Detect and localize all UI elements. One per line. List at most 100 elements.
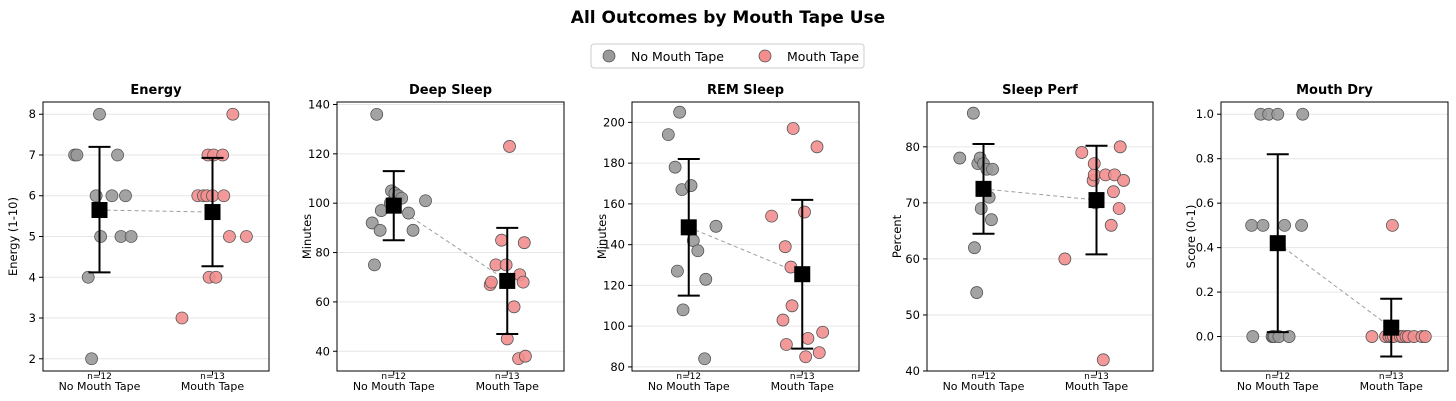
- subplot-title: REM Sleep: [707, 83, 784, 98]
- figure-title: All Outcomes by Mouth Tape Use: [571, 8, 885, 28]
- data-point: [812, 346, 826, 360]
- y-tick-label: 50: [905, 308, 920, 322]
- data-point: [517, 236, 531, 250]
- data-point: [209, 270, 223, 284]
- data-point: [373, 223, 387, 237]
- y-tick-label: 2: [29, 352, 36, 366]
- y-tick-label: 7: [29, 148, 36, 162]
- data-point: [368, 258, 381, 272]
- data-point: [1087, 157, 1101, 171]
- mean-marker: [1088, 192, 1105, 209]
- data-point: [93, 107, 106, 121]
- x-tick-label: No Mouth Tape: [59, 380, 141, 393]
- y-axis-label: Percent: [890, 214, 904, 258]
- mean-marker: [1383, 319, 1400, 336]
- y-tick-label: 180: [603, 156, 625, 170]
- data-point: [484, 275, 498, 289]
- data-point: [105, 189, 119, 203]
- mean-marker: [1269, 235, 1286, 252]
- data-point: [786, 122, 800, 135]
- data-point: [691, 244, 705, 258]
- x-tick-label: No Mouth Tape: [353, 380, 435, 393]
- data-point: [779, 338, 793, 351]
- subplot-title: Energy: [130, 83, 182, 98]
- data-point: [661, 128, 675, 142]
- data-point: [1058, 252, 1072, 266]
- y-tick-label: 6: [29, 189, 36, 203]
- data-point: [676, 303, 690, 317]
- data-point: [503, 140, 516, 153]
- data-point: [776, 313, 790, 327]
- data-point: [765, 209, 779, 223]
- legend-frame: [590, 43, 865, 69]
- x-tick-label: Mouth Tape: [1360, 380, 1424, 393]
- data-point: [94, 230, 108, 243]
- axes-frame: [926, 101, 1154, 372]
- legend-label-no-tape: No Mouth Tape: [631, 49, 724, 64]
- mean-marker: [975, 180, 992, 197]
- x-tick-label: Mouth Tape: [476, 380, 540, 393]
- mean-marker: [204, 204, 221, 221]
- data-point: [239, 230, 253, 243]
- data-point: [370, 107, 384, 121]
- data-point: [1087, 168, 1101, 182]
- data-point: [119, 189, 132, 203]
- y-tick-label: 4: [29, 270, 36, 284]
- count-label: n=13: [495, 372, 520, 382]
- subplot-title: Deep Sleep: [409, 83, 492, 98]
- x-tick-label: Mouth Tape: [1065, 380, 1129, 393]
- mean-marker: [794, 266, 811, 283]
- data-point: [175, 311, 189, 325]
- count-label: n=13: [790, 372, 815, 382]
- data-point: [223, 230, 236, 243]
- data-point: [974, 202, 988, 215]
- data-point: [1278, 218, 1291, 232]
- y-tick-label: 40: [905, 364, 920, 378]
- subplot-title: Mouth Dry: [1296, 83, 1373, 98]
- y-tick-label: 120: [308, 147, 330, 161]
- data-point: [507, 300, 521, 314]
- data-point: [226, 107, 240, 121]
- y-tick-label: 1.0: [1196, 107, 1214, 121]
- y-axis-label: Minutes: [595, 214, 609, 259]
- data-point: [709, 219, 723, 233]
- mean-connector: [1277, 242, 1392, 329]
- data-point: [1256, 218, 1270, 232]
- data-point: [1296, 107, 1310, 121]
- data-point: [986, 162, 999, 176]
- subplot-rem-sleep: 80 100 120 140 160 180 200 Minutes REM Sleep n=12…: [595, 83, 860, 393]
- data-point: [85, 352, 98, 366]
- y-tick-label: 8: [29, 107, 36, 121]
- data-point: [495, 233, 508, 247]
- count-label: n=12: [1265, 372, 1290, 382]
- count-label: n=12: [971, 372, 996, 382]
- y-tick-label: 160: [603, 197, 625, 211]
- y-tick-label: 100: [308, 196, 330, 210]
- x-tick-label: No Mouth Tape: [943, 380, 1025, 393]
- y-tick-label: 0.8: [1196, 152, 1214, 166]
- data-point: [1282, 330, 1296, 343]
- y-axis-label: Energy (1-10): [6, 197, 20, 276]
- count-label: n=13: [1084, 372, 1109, 382]
- y-tick-label: 70: [905, 196, 920, 210]
- data-point: [516, 275, 530, 289]
- data-point: [1113, 140, 1127, 154]
- data-point: [1117, 174, 1131, 187]
- mean-connector: [99, 209, 213, 213]
- data-point: [668, 160, 682, 174]
- subplot-title: Sleep Perf: [1002, 83, 1078, 98]
- data-point: [1112, 202, 1126, 215]
- data-point: [985, 213, 998, 227]
- data-point: [684, 179, 698, 192]
- mean-connector: [983, 188, 1097, 201]
- data-point: [1295, 218, 1308, 232]
- y-tick-label: 0.0: [1196, 330, 1214, 344]
- data-point: [1385, 218, 1399, 232]
- data-point: [810, 140, 824, 154]
- x-tick-label: No Mouth Tape: [648, 380, 730, 393]
- mean-marker: [385, 197, 402, 214]
- data-point: [70, 148, 84, 162]
- data-point: [406, 223, 420, 237]
